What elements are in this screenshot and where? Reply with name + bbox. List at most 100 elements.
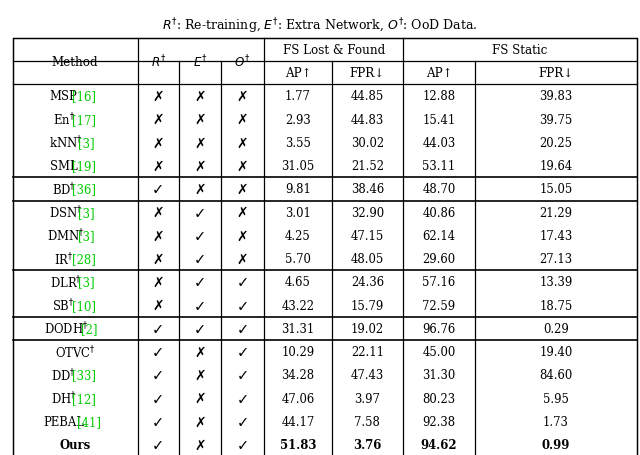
Text: ✓: ✓ [152, 321, 164, 336]
Text: $O^{\dagger}$: $O^{\dagger}$ [234, 54, 251, 70]
Text: 20.25: 20.25 [540, 136, 572, 150]
Text: [41]: [41] [77, 415, 101, 428]
Text: ✓: ✓ [236, 298, 249, 313]
Text: 15.05: 15.05 [540, 183, 572, 196]
Text: 43.22: 43.22 [282, 299, 314, 312]
Text: ✗: ✗ [237, 113, 248, 127]
Text: [3]: [3] [79, 276, 95, 289]
Text: ✓: ✓ [236, 368, 249, 383]
Text: ✓: ✓ [236, 275, 249, 290]
Text: 4.25: 4.25 [285, 229, 311, 243]
Text: DSN$^{\dagger}$: DSN$^{\dagger}$ [49, 204, 83, 221]
Text: ✓: ✓ [194, 205, 206, 220]
Text: DLR$^{\dagger}$: DLR$^{\dagger}$ [50, 274, 82, 291]
Text: IR$^{\dagger}$: IR$^{\dagger}$ [54, 251, 74, 268]
Text: ✗: ✗ [152, 229, 164, 243]
Text: ✗: ✗ [237, 159, 248, 173]
Text: 96.76: 96.76 [422, 322, 456, 335]
Text: 44.85: 44.85 [351, 90, 384, 103]
Text: 4.65: 4.65 [285, 276, 311, 289]
Text: ✓: ✓ [152, 182, 164, 197]
Text: 30.02: 30.02 [351, 136, 384, 150]
Text: Method: Method [52, 56, 99, 68]
Text: [28]: [28] [72, 253, 97, 266]
Text: AP↑: AP↑ [426, 67, 452, 80]
Text: ✗: ✗ [152, 90, 164, 104]
Text: 13.39: 13.39 [540, 276, 572, 289]
Text: ✗: ✗ [237, 229, 248, 243]
Text: FS Static: FS Static [492, 44, 548, 57]
Text: 72.59: 72.59 [422, 299, 456, 312]
Text: 53.11: 53.11 [422, 160, 456, 173]
Text: BD$^{\dagger}$: BD$^{\dagger}$ [52, 181, 76, 198]
Text: SB$^{\dagger}$: SB$^{\dagger}$ [52, 297, 75, 314]
Text: ✗: ✗ [152, 252, 164, 266]
Text: 7.58: 7.58 [355, 415, 380, 428]
Text: 19.64: 19.64 [540, 160, 572, 173]
Text: ✗: ✗ [194, 438, 206, 452]
Text: 38.46: 38.46 [351, 183, 384, 196]
Text: 57.16: 57.16 [422, 276, 456, 289]
Text: 0.99: 0.99 [541, 438, 570, 451]
Text: 3.01: 3.01 [285, 206, 311, 219]
Text: 31.05: 31.05 [282, 160, 314, 173]
Text: En$^{\dagger}$: En$^{\dagger}$ [52, 111, 75, 128]
Text: 40.86: 40.86 [422, 206, 456, 219]
Text: DH$^{\dagger}$: DH$^{\dagger}$ [51, 390, 76, 407]
Text: ✗: ✗ [194, 415, 206, 429]
Text: 47.15: 47.15 [351, 229, 384, 243]
Text: 44.03: 44.03 [422, 136, 456, 150]
Text: [33]: [33] [72, 369, 97, 382]
Text: ✗: ✗ [237, 136, 248, 150]
Text: 3.76: 3.76 [353, 438, 381, 451]
Text: 62.14: 62.14 [422, 229, 456, 243]
Text: 9.81: 9.81 [285, 183, 311, 196]
Text: AP↑: AP↑ [285, 67, 311, 80]
Text: ✗: ✗ [237, 206, 248, 220]
Text: ✗: ✗ [152, 275, 164, 289]
Text: 39.83: 39.83 [540, 90, 572, 103]
Text: ✓: ✓ [152, 368, 164, 383]
Text: ✗: ✗ [194, 136, 206, 150]
Text: 48.05: 48.05 [351, 253, 384, 266]
Text: 18.75: 18.75 [540, 299, 572, 312]
Text: ✗: ✗ [194, 368, 206, 382]
Text: [3]: [3] [79, 136, 95, 150]
Text: 29.60: 29.60 [422, 253, 456, 266]
Text: ✓: ✓ [194, 228, 206, 243]
Text: 17.43: 17.43 [540, 229, 572, 243]
Text: 3.55: 3.55 [285, 136, 311, 150]
Text: DODH$^{\dagger}$: DODH$^{\dagger}$ [44, 320, 88, 337]
Text: 34.28: 34.28 [282, 369, 314, 382]
Text: [19]: [19] [72, 160, 97, 173]
Text: ✓: ✓ [236, 344, 249, 359]
Text: FS Lost & Found: FS Lost & Found [283, 44, 385, 57]
Text: ✗: ✗ [194, 182, 206, 197]
Text: ✗: ✗ [152, 159, 164, 173]
Text: SML: SML [50, 160, 77, 173]
Text: 15.41: 15.41 [422, 113, 456, 126]
Text: $R^{\dagger}$: $R^{\dagger}$ [151, 54, 166, 70]
Text: 31.30: 31.30 [422, 369, 456, 382]
Text: 21.52: 21.52 [351, 160, 384, 173]
Text: ✗: ✗ [237, 252, 248, 266]
Text: 1.77: 1.77 [285, 90, 311, 103]
Text: ✓: ✓ [194, 298, 206, 313]
Text: $R^{\dagger}$: Re-training, $E^{\dagger}$: Extra Network, $O^{\dagger}$: OoD Dat: $R^{\dagger}$: Re-training, $E^{\dagger}… [163, 16, 477, 35]
Text: 15.79: 15.79 [351, 299, 384, 312]
Text: [17]: [17] [72, 113, 97, 126]
Text: 0.29: 0.29 [543, 322, 569, 335]
Text: ✗: ✗ [152, 136, 164, 150]
Text: 24.36: 24.36 [351, 276, 384, 289]
Text: [2]: [2] [81, 322, 97, 335]
Text: ✓: ✓ [194, 252, 206, 267]
Text: 80.23: 80.23 [422, 392, 456, 405]
Text: 45.00: 45.00 [422, 345, 456, 359]
Text: FPR↓: FPR↓ [349, 67, 385, 80]
Text: 19.02: 19.02 [351, 322, 384, 335]
Text: ✓: ✓ [236, 391, 249, 406]
Text: 92.38: 92.38 [422, 415, 456, 428]
Text: ✓: ✓ [152, 344, 164, 359]
Text: 94.62: 94.62 [420, 438, 458, 451]
Text: 32.90: 32.90 [351, 206, 384, 219]
